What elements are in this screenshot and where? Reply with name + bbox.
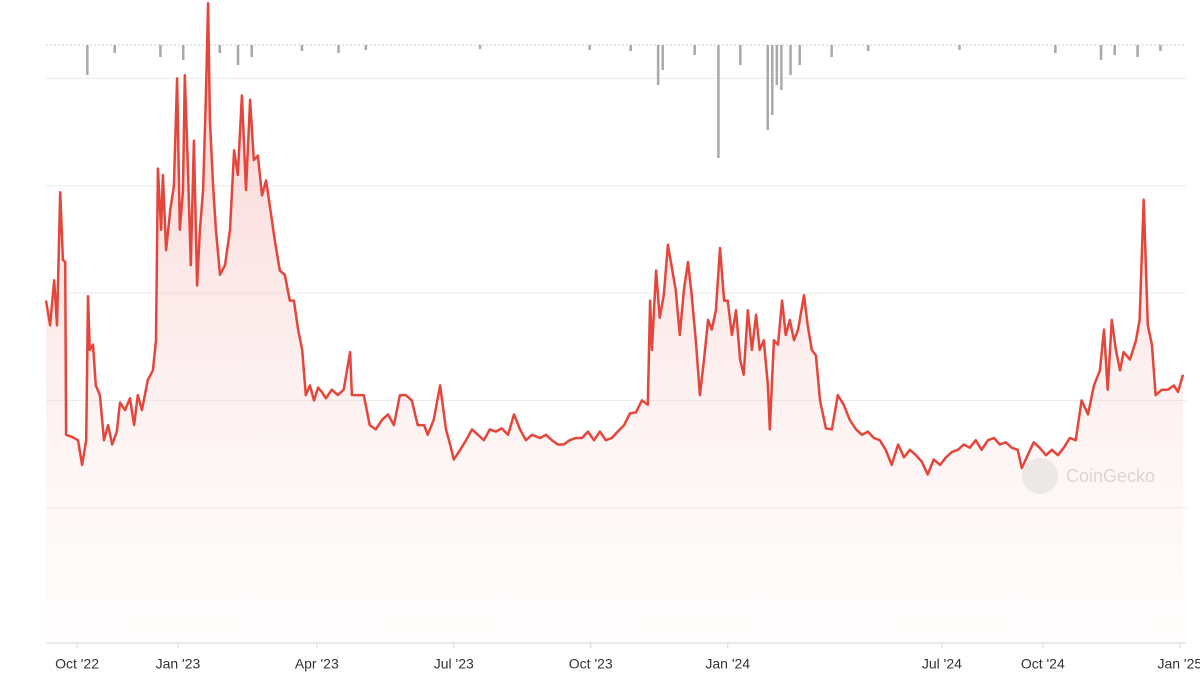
area xyxy=(46,3,1183,642)
x-tick-label: Jan '23 xyxy=(156,656,201,672)
x-tick-label: Jan '24 xyxy=(705,656,750,672)
volume-bar xyxy=(661,45,664,70)
volume-bar xyxy=(798,45,801,65)
volume-bar xyxy=(693,45,696,55)
volume-bar xyxy=(775,45,779,85)
volume-bar xyxy=(86,45,89,75)
x-tick-label: Jan '25 xyxy=(1157,656,1200,672)
volume-bar xyxy=(1113,45,1117,55)
volume-bar xyxy=(656,45,660,85)
volume-bar xyxy=(364,45,368,50)
volume-bar xyxy=(478,45,482,49)
volume-bar xyxy=(1054,45,1057,53)
x-tick-label: Apr '23 xyxy=(295,656,339,672)
volume-bar xyxy=(181,45,185,60)
volume-bar xyxy=(771,45,774,115)
volume-bar xyxy=(830,45,833,57)
volume-bar xyxy=(588,45,591,50)
x-tick-label: Oct '24 xyxy=(1021,656,1065,672)
volume-bar xyxy=(717,45,720,158)
watermark-logo xyxy=(1022,458,1058,494)
volume-bar xyxy=(159,45,162,57)
x-tick-label: Oct '23 xyxy=(569,656,613,672)
volume-bar xyxy=(789,45,792,75)
volume-bar xyxy=(1099,45,1103,60)
volume-bar xyxy=(780,45,783,90)
volume-bar xyxy=(958,45,961,50)
x-tick-label: Jul '23 xyxy=(434,656,474,672)
volume-bar xyxy=(866,45,870,51)
x-tick-label: Oct '22 xyxy=(55,656,99,672)
volume-bar xyxy=(766,45,769,130)
volume-bar xyxy=(236,45,240,65)
price-line xyxy=(44,1,1185,476)
volume-bar xyxy=(218,45,222,53)
volume-bar xyxy=(1136,45,1139,57)
watermark: CoinGecko xyxy=(1022,458,1155,494)
volume-bar xyxy=(300,45,304,51)
volume-bar xyxy=(337,45,340,53)
volume-bar xyxy=(739,45,742,65)
volume-bar xyxy=(113,45,116,53)
volume-bar xyxy=(1159,45,1162,51)
x-tick-label: Jul '24 xyxy=(922,656,962,672)
watermark-text: CoinGecko xyxy=(1066,466,1155,486)
volume-bar xyxy=(629,45,632,51)
volume-bar xyxy=(250,45,253,57)
